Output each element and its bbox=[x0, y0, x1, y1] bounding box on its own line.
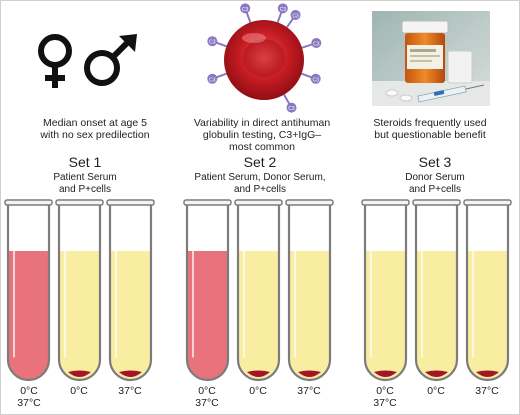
c3-marker bbox=[286, 102, 297, 113]
test-tube bbox=[412, 199, 461, 382]
c3-marker bbox=[310, 73, 321, 84]
tube-liquid bbox=[467, 251, 508, 380]
c3-marker bbox=[240, 3, 251, 14]
test-tube bbox=[4, 199, 53, 382]
tube-liquid bbox=[416, 251, 457, 380]
steroid-caption: Steroids frequently used but questionabl… bbox=[373, 117, 487, 141]
tube-liquid bbox=[8, 251, 49, 380]
tube-liquid bbox=[110, 251, 151, 380]
tube-liquid bbox=[289, 251, 330, 380]
red-blood-cell-icon: C3 C3 C3 C3 C3 C3 C3 C3 bbox=[207, 3, 322, 113]
set-2-subtitle: Patient Serum, Donor Serum, and P+cells bbox=[194, 172, 326, 195]
tube-sediment bbox=[476, 370, 499, 377]
set-3-tube-1-label: 0°C 37°C bbox=[373, 385, 397, 409]
test-tube bbox=[55, 199, 104, 382]
sex-caption: Median onset at age 5 with no sex predil… bbox=[40, 117, 150, 141]
test-tube bbox=[463, 199, 512, 382]
tube-sediment bbox=[425, 370, 448, 377]
pill-bottle-photo-icon bbox=[372, 11, 490, 106]
tube-liquid bbox=[187, 251, 228, 380]
c3-marker bbox=[290, 9, 301, 20]
test-tube bbox=[234, 199, 283, 382]
tube-liquid bbox=[238, 251, 279, 380]
set-3-tube-3-label: 37°C bbox=[475, 385, 499, 397]
c3-marker-label: C3 bbox=[209, 40, 216, 46]
c3-marker bbox=[207, 36, 218, 47]
c3-marker bbox=[207, 73, 218, 84]
tube-liquid bbox=[59, 251, 100, 380]
c3-markers: C3 C3 C3 C3 C3 C3 C3 C3 bbox=[207, 3, 322, 113]
test-tube bbox=[183, 199, 232, 382]
c3-marker-label: C3 bbox=[242, 7, 249, 13]
set-3-subtitle: Donor Serum and P+cells bbox=[405, 172, 465, 195]
set-2-title: Set 2 bbox=[243, 154, 277, 170]
set-1-tube-3-label: 37°C bbox=[118, 385, 142, 397]
test-tube bbox=[106, 199, 155, 382]
c3-marker-label: C3 bbox=[313, 42, 320, 48]
tube-sediment bbox=[298, 370, 321, 377]
set-2-tube-2-label: 0°C bbox=[249, 385, 267, 397]
c3-marker bbox=[277, 3, 288, 14]
set-1-subtitle: Patient Serum and P+cells bbox=[53, 172, 117, 195]
c3-marker-stem bbox=[301, 72, 314, 79]
c3-marker-label: C3 bbox=[288, 106, 295, 112]
test-tube bbox=[361, 199, 410, 382]
tube-sediment bbox=[374, 370, 397, 377]
tube-sediment bbox=[119, 370, 142, 377]
c3-marker-label: C3 bbox=[280, 7, 287, 13]
c3-marker bbox=[311, 38, 322, 49]
set-2-tube-3-label: 37°C bbox=[297, 385, 321, 397]
test-tube bbox=[285, 199, 334, 382]
c3-marker-label: C3 bbox=[312, 77, 319, 83]
set-3-title: Set 3 bbox=[418, 154, 452, 170]
c3-marker-label: C3 bbox=[292, 13, 299, 19]
set-1-tube-2-label: 0°C bbox=[70, 385, 88, 397]
set-2-tube-1-label: 0°C 37°C bbox=[195, 385, 219, 409]
c3-marker-label: C3 bbox=[209, 77, 216, 83]
set-3-tube-2-label: 0°C bbox=[427, 385, 445, 397]
tube-sediment bbox=[68, 370, 91, 377]
tube-sediment bbox=[247, 370, 270, 377]
tube-liquid bbox=[365, 251, 406, 380]
cell-caption: Variability in direct antihuman globulin… bbox=[193, 117, 331, 153]
female-male-symbols-icon bbox=[38, 34, 137, 88]
set-1-title: Set 1 bbox=[68, 154, 102, 170]
set-1-tube-1-label: 0°C 37°C bbox=[17, 385, 41, 409]
